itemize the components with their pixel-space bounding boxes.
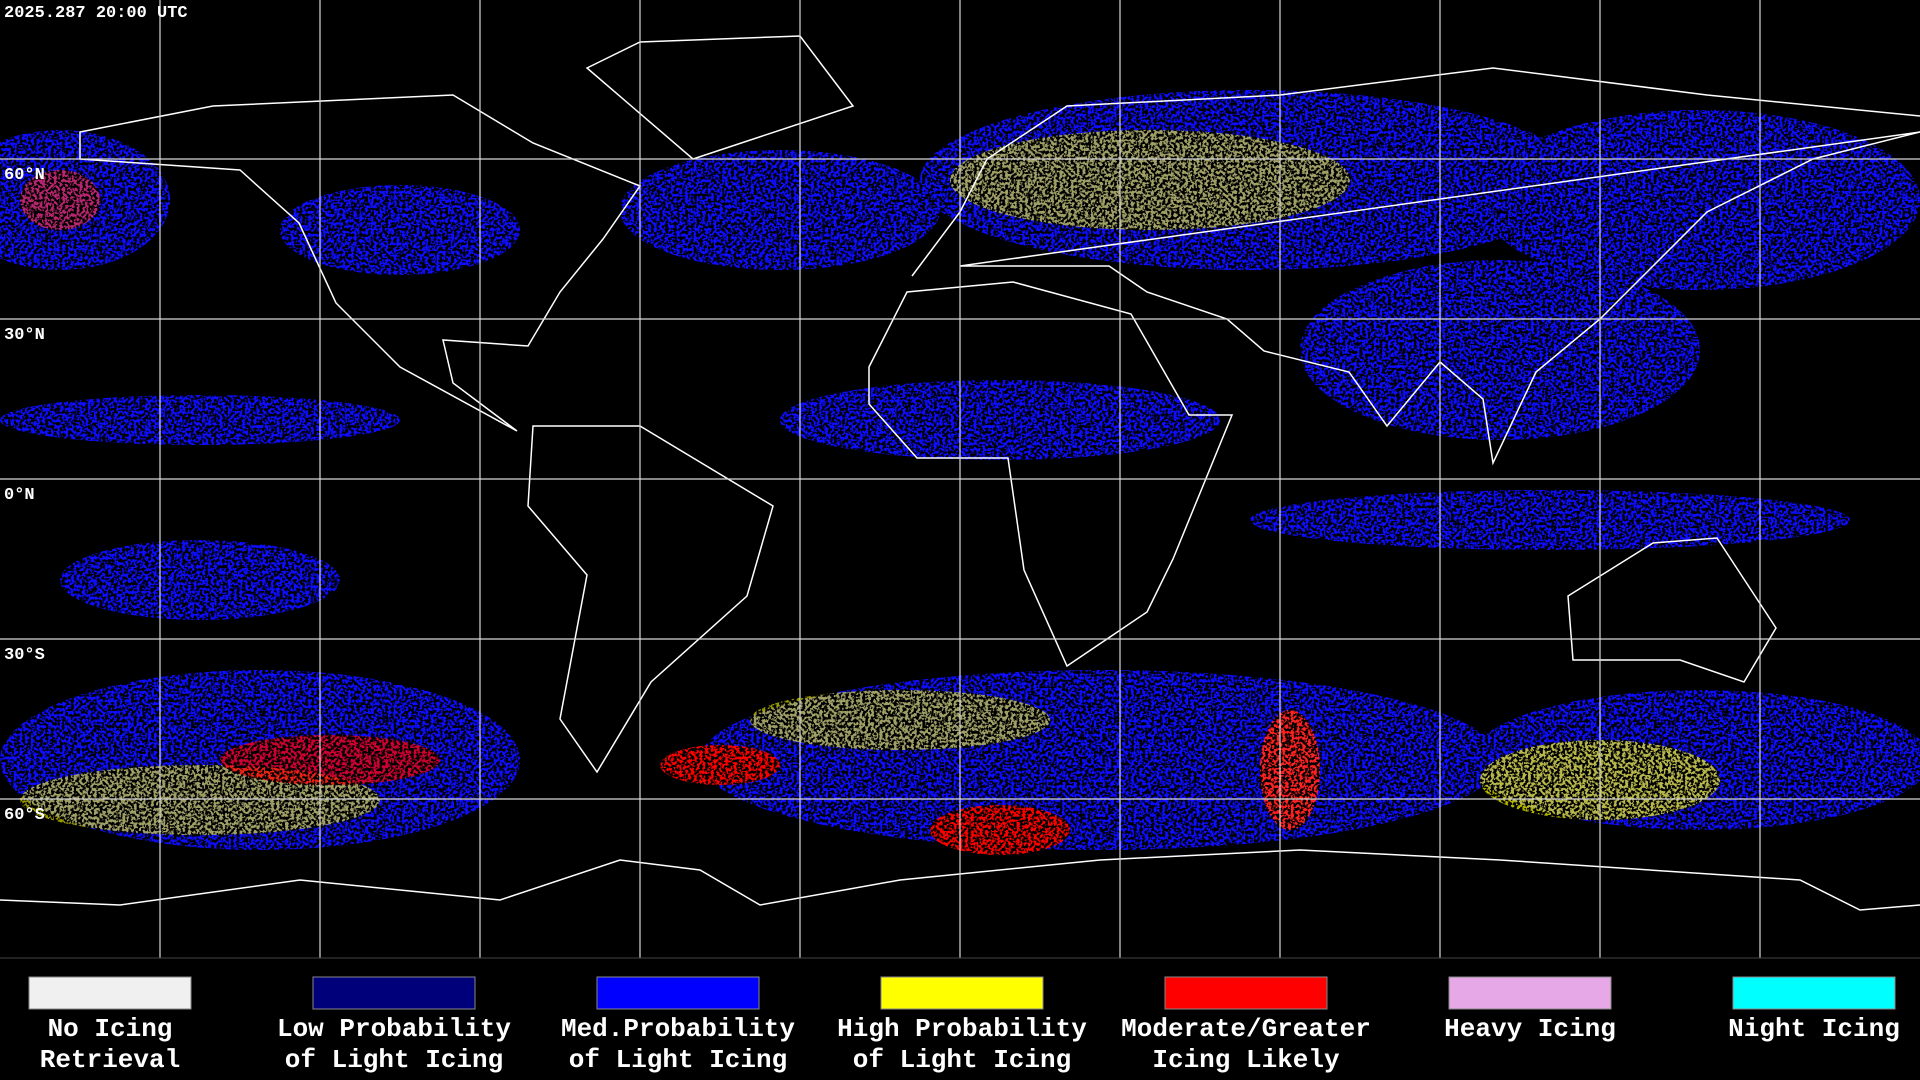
legend-label: Moderate/Greater xyxy=(1121,1014,1371,1044)
legend-label: Night Icing xyxy=(1728,1014,1900,1044)
latitude-label: 30°N xyxy=(4,326,45,345)
eurasia xyxy=(911,67,1920,466)
antarctica xyxy=(0,849,1920,911)
africa xyxy=(868,281,1234,668)
legend-swatch xyxy=(312,976,476,1010)
legend-label: High Probability xyxy=(837,1014,1087,1044)
legend-label: Heavy Icing xyxy=(1444,1014,1616,1044)
south-america xyxy=(527,425,774,774)
legend-label: of Light Icing xyxy=(285,1045,503,1075)
legend-swatch xyxy=(880,976,1044,1010)
greenland xyxy=(585,35,855,160)
legend-label: of Light Icing xyxy=(853,1045,1071,1075)
legend-swatch xyxy=(1732,976,1896,1010)
icing-field xyxy=(0,90,1920,855)
legend-label: No Icing xyxy=(48,1014,173,1044)
latitude-label: 0°N xyxy=(4,486,35,505)
graticule: 60°N 30°N 0°N 30°S 60°S xyxy=(0,0,1920,958)
legend-swatch xyxy=(1448,976,1612,1010)
timestamp: 2025.287 20:00 UTC xyxy=(4,4,188,23)
legend-swatch xyxy=(1164,976,1328,1010)
legend-label: of Light Icing xyxy=(569,1045,787,1075)
legend-label: Low Probability xyxy=(277,1014,511,1044)
legend-swatch xyxy=(28,976,192,1010)
legend-label: Med.Probability xyxy=(561,1014,795,1044)
latitude-label: 60°N xyxy=(4,166,45,185)
north-america xyxy=(79,94,642,432)
legend-swatch xyxy=(596,976,760,1010)
legend-label: Icing Likely xyxy=(1152,1045,1340,1075)
latitude-label: 60°S xyxy=(4,806,45,825)
legend-label: Retrieval xyxy=(40,1045,180,1075)
coastlines xyxy=(0,35,1920,911)
latitude-label: 30°S xyxy=(4,646,45,665)
